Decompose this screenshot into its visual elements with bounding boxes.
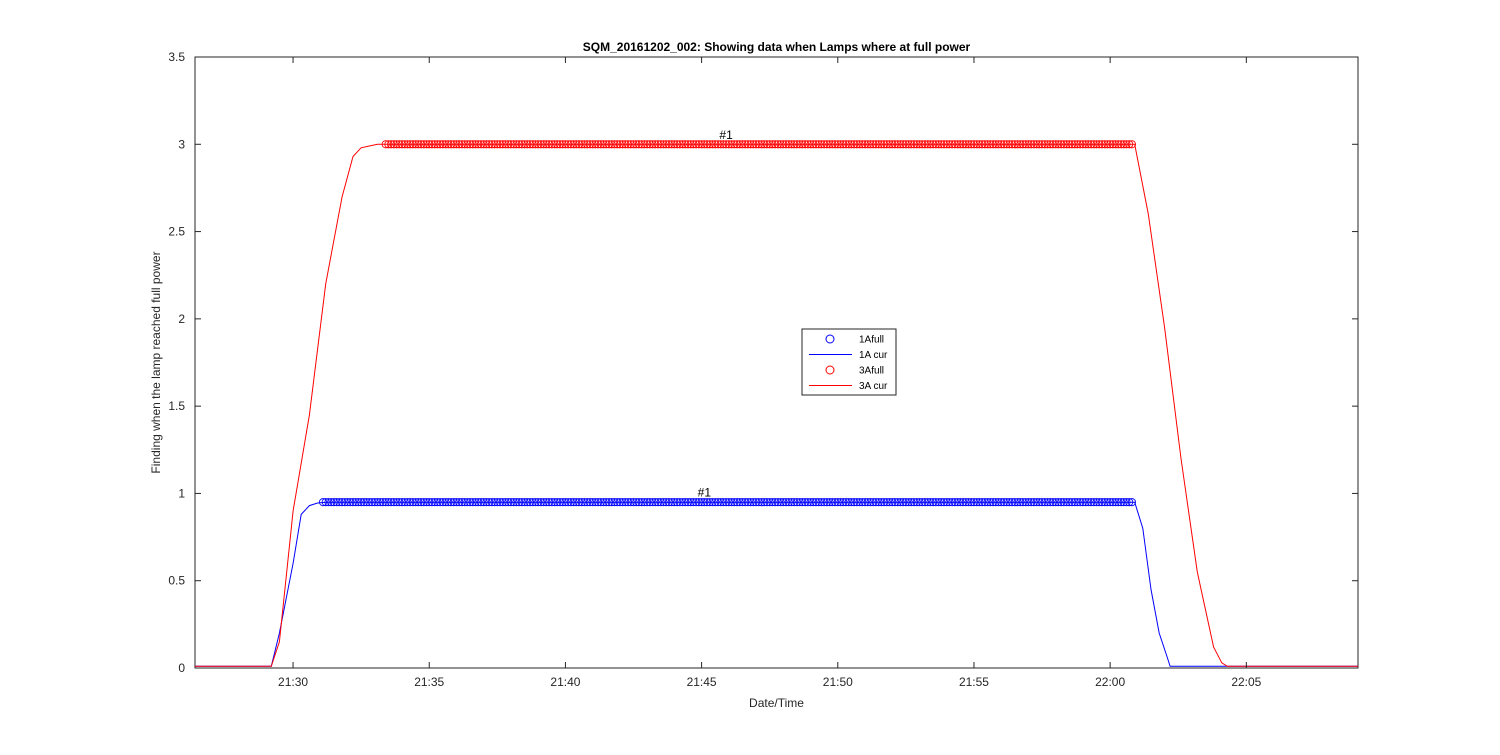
legend-marker-3afull bbox=[825, 365, 835, 375]
y-tick-label: 1.5 bbox=[168, 399, 185, 413]
x-tick-label: 21:40 bbox=[550, 675, 580, 689]
ticks-layer: 21:30 21:35 21:40 21:45 21:50 21:55 22:00 22:05… bbox=[168, 50, 1358, 689]
legend-marker-1afull bbox=[825, 334, 835, 344]
annotation-layer: #1 #1 bbox=[698, 128, 733, 500]
legend-label-1afull: 1Afull bbox=[859, 335, 884, 346]
y-tick-label: 3.5 bbox=[168, 50, 185, 64]
plot-area bbox=[194, 56, 1359, 669]
x-tick-label: 21:45 bbox=[687, 675, 717, 689]
legend-label-3afull: 3Afull bbox=[859, 366, 884, 377]
legend-label-3a-cur: 3A cur bbox=[859, 381, 888, 392]
x-tick-label: 21:50 bbox=[823, 675, 853, 689]
x-tick-label: 21:30 bbox=[278, 675, 308, 689]
legend: 1Afull 1A cur 3Afull 3A cur bbox=[801, 328, 897, 396]
y-tick-label: 2 bbox=[178, 312, 185, 326]
y-tick-label: 0 bbox=[178, 661, 185, 675]
y-tick-label: 1 bbox=[178, 486, 185, 500]
x-tick-label: 22:05 bbox=[1231, 675, 1261, 689]
x-axis-label: Date/Time bbox=[749, 696, 804, 710]
y-tick-label: 0.5 bbox=[168, 574, 185, 588]
legend-label-1a-cur: 1A cur bbox=[859, 350, 888, 361]
series-layer bbox=[195, 140, 1358, 667]
legend-box bbox=[801, 328, 897, 396]
x-tick-label: 22:00 bbox=[1095, 675, 1125, 689]
series-line-1a-cur bbox=[195, 501, 1358, 667]
annotation-label: #1 bbox=[698, 486, 712, 500]
x-tick-label: 21:55 bbox=[959, 675, 989, 689]
y-tick-label: 3 bbox=[178, 137, 185, 151]
chart-title: SQM_20161202_002: Showing data when Lamp… bbox=[583, 40, 971, 54]
legend-items: 1Afull 1A cur 3Afull 3A cur bbox=[809, 334, 888, 392]
annotation-label: #1 bbox=[719, 128, 733, 142]
y-axis-label: Finding when the lamp reached full power bbox=[149, 251, 163, 473]
x-tick-label: 21:35 bbox=[414, 675, 444, 689]
axes-box bbox=[194, 56, 1359, 669]
y-tick-label: 2.5 bbox=[168, 225, 185, 239]
series-line-3a-cur bbox=[195, 143, 1358, 667]
